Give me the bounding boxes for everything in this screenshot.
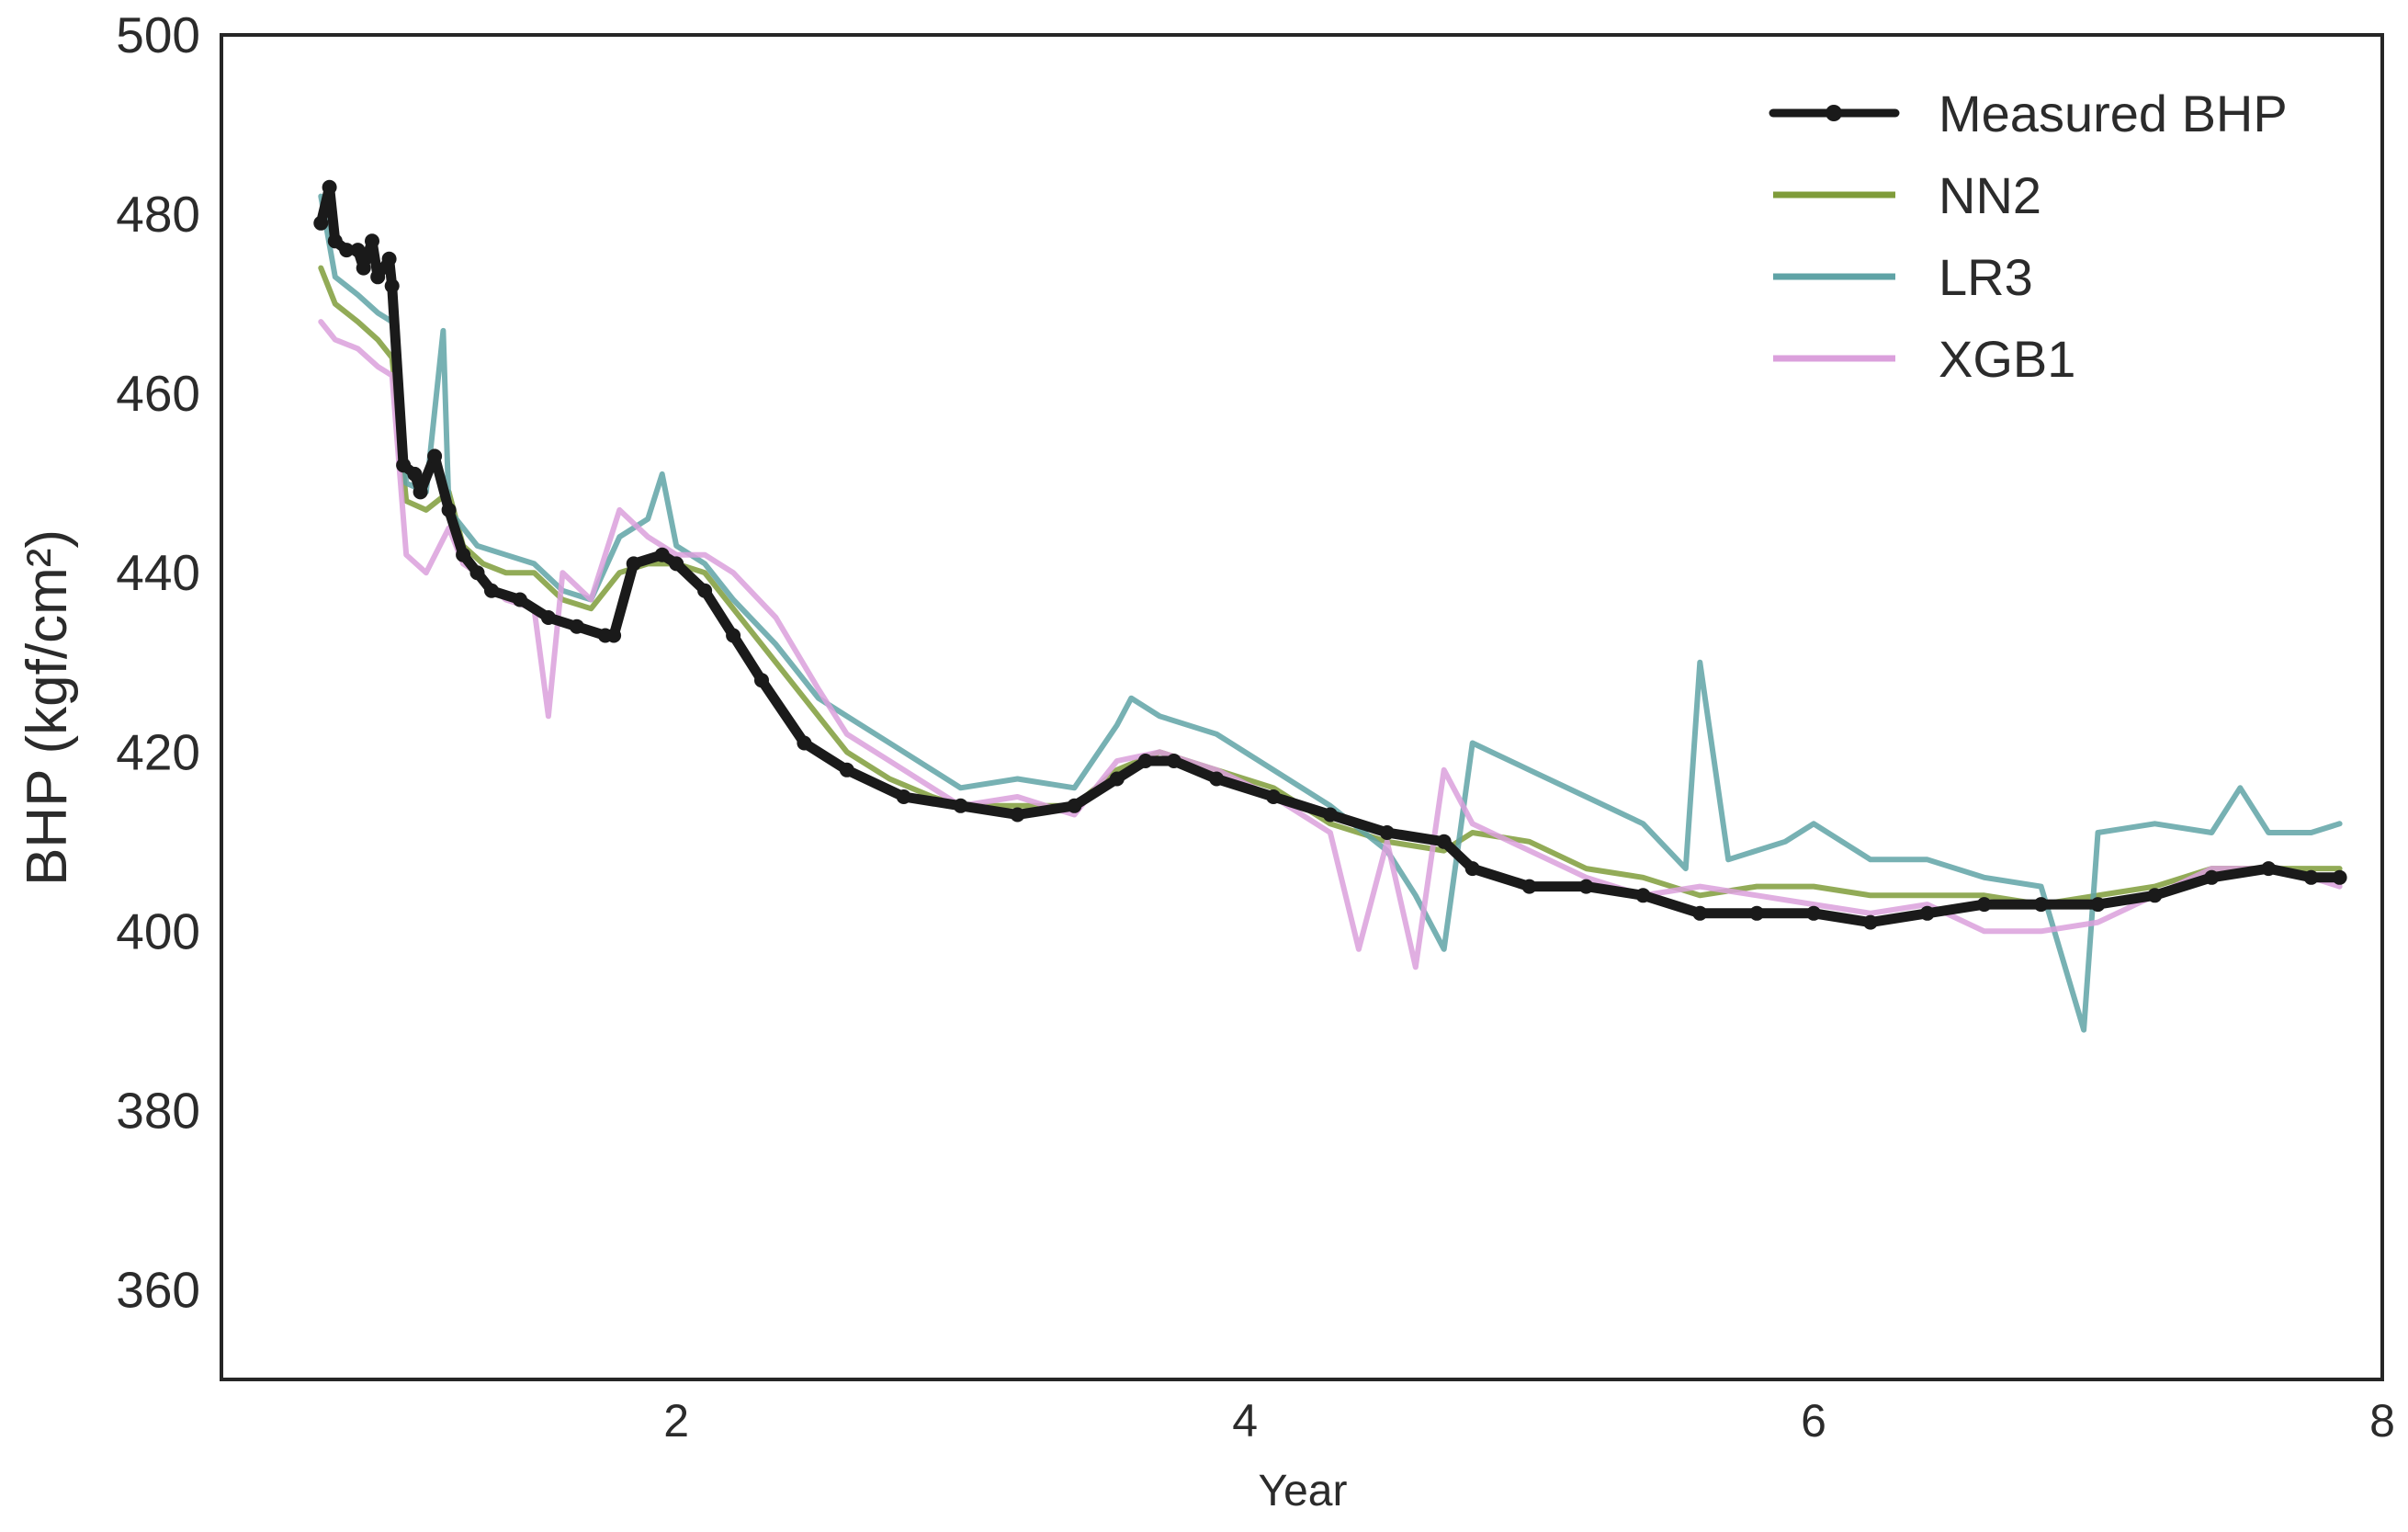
data-point-measured-bhp (2204, 869, 2220, 885)
data-point-measured-bhp (1137, 754, 1153, 768)
data-point-measured-bhp (313, 215, 329, 231)
data-point-measured-bhp (1464, 861, 1480, 877)
data-point-measured-bhp (2303, 869, 2319, 885)
data-point-measured-bhp (1749, 905, 1765, 921)
y-tick-label: 500 (116, 6, 200, 63)
data-point-measured-bhp (370, 269, 386, 285)
x-axis-label: Year (1259, 1467, 1348, 1515)
data-point-measured-bhp (1578, 879, 1594, 894)
data-point-measured-bhp (1010, 807, 1025, 823)
legend-label-nn2: NN2 (1939, 166, 2041, 224)
data-point-measured-bhp (484, 583, 499, 598)
data-point-measured-bhp (606, 628, 622, 643)
data-point-measured-bhp (384, 278, 400, 294)
data-point-measured-bhp (1322, 807, 1338, 823)
legend-item-xgb1: XGB1 (1773, 330, 2075, 388)
data-point-measured-bhp (1635, 888, 1651, 903)
data-point-measured-bhp (1209, 771, 1225, 787)
legend-label-lr3: LR3 (1939, 248, 2033, 306)
plot-frame (220, 33, 2384, 1381)
y-tick-label: 360 (116, 1261, 200, 1318)
data-point-measured-bhp (1521, 879, 1537, 894)
data-point-measured-bhp (322, 179, 337, 195)
data-point-measured-bhp (626, 556, 641, 572)
legend-label-xgb1: XGB1 (1939, 330, 2075, 388)
data-point-measured-bhp (469, 565, 485, 581)
data-point-measured-bhp (896, 789, 911, 804)
data-point-measured-bhp (1166, 754, 1181, 768)
data-point-measured-bhp (1862, 914, 1878, 930)
data-point-measured-bhp (1692, 905, 1708, 921)
data-point-measured-bhp (1919, 905, 1935, 921)
data-point-measured-bhp (365, 233, 379, 249)
data-point-measured-bhp (797, 735, 812, 751)
y-tick-label: 380 (116, 1082, 200, 1139)
x-tick-labels: 2 4 6 8 (663, 1395, 2395, 1447)
x-tick-label: 8 (2369, 1395, 2395, 1447)
y-tick-label: 420 (116, 723, 200, 780)
data-point-measured-bhp (953, 798, 968, 813)
data-point-measured-bhp (427, 448, 443, 464)
series-line-measured-bhp (315, 182, 2346, 928)
legend-marker-measured-bhp (1826, 105, 1842, 121)
data-point-measured-bhp (1379, 825, 1395, 840)
data-point-measured-bhp (2261, 861, 2277, 877)
data-point-measured-bhp (339, 243, 355, 258)
legend-item-lr3: LR3 (1773, 248, 2033, 306)
data-point-measured-bhp (2090, 897, 2106, 913)
data-point-measured-bhp (413, 484, 428, 500)
y-tick-labels: 360 380 400 420 440 460 480 500 (116, 6, 200, 1318)
data-point-measured-bhp (1109, 771, 1125, 787)
data-point-measured-bhp (1976, 897, 1992, 913)
data-point-measured-bhp (669, 556, 684, 572)
data-point-measured-bhp (2332, 869, 2347, 885)
data-point-measured-bhp (512, 592, 527, 607)
data-point-measured-bhp (1436, 834, 1452, 849)
data-point-measured-bhp (356, 260, 371, 276)
data-point-measured-bhp (396, 458, 412, 473)
data-point-measured-bhp (540, 610, 556, 625)
x-tick-label: 6 (1801, 1395, 1826, 1447)
x-tick-label: 2 (663, 1395, 689, 1447)
data-point-measured-bhp (2147, 888, 2163, 903)
legend-item-measured-bhp: Measured BHP (1769, 85, 2288, 142)
data-point-measured-bhp (839, 762, 854, 777)
legend-item-nn2: NN2 (1773, 166, 2041, 224)
y-tick-label: 400 (116, 902, 200, 959)
data-point-measured-bhp (569, 618, 584, 634)
series-layer (313, 179, 2347, 1033)
data-point-measured-bhp (726, 628, 741, 643)
data-point-measured-bhp (1266, 789, 1282, 804)
x-tick-label: 4 (1232, 1395, 1258, 1447)
data-point-measured-bhp (2033, 897, 2049, 913)
data-point-measured-bhp (654, 547, 670, 562)
data-point-measured-bhp (456, 547, 471, 562)
y-tick-label: 440 (116, 544, 200, 601)
data-point-measured-bhp (327, 233, 343, 249)
y-axis-label: BHP (kgf/cm²) (16, 529, 79, 886)
y-tick-label: 480 (116, 186, 200, 243)
data-point-measured-bhp (1067, 798, 1082, 813)
legend-label-measured-bhp: Measured BHP (1939, 85, 2288, 142)
series-line-lr3 (318, 193, 2343, 1033)
y-tick-label: 460 (116, 365, 200, 422)
data-point-measured-bhp (754, 673, 769, 688)
data-point-measured-bhp (441, 502, 457, 517)
data-point-measured-bhp (697, 583, 713, 598)
data-point-measured-bhp (407, 466, 423, 482)
data-point-measured-bhp (1806, 905, 1822, 921)
data-point-measured-bhp (381, 251, 397, 267)
legend: Measured BHP NN2 LR3 XGB1 (1769, 85, 2288, 388)
data-point-measured-bhp (350, 243, 366, 258)
